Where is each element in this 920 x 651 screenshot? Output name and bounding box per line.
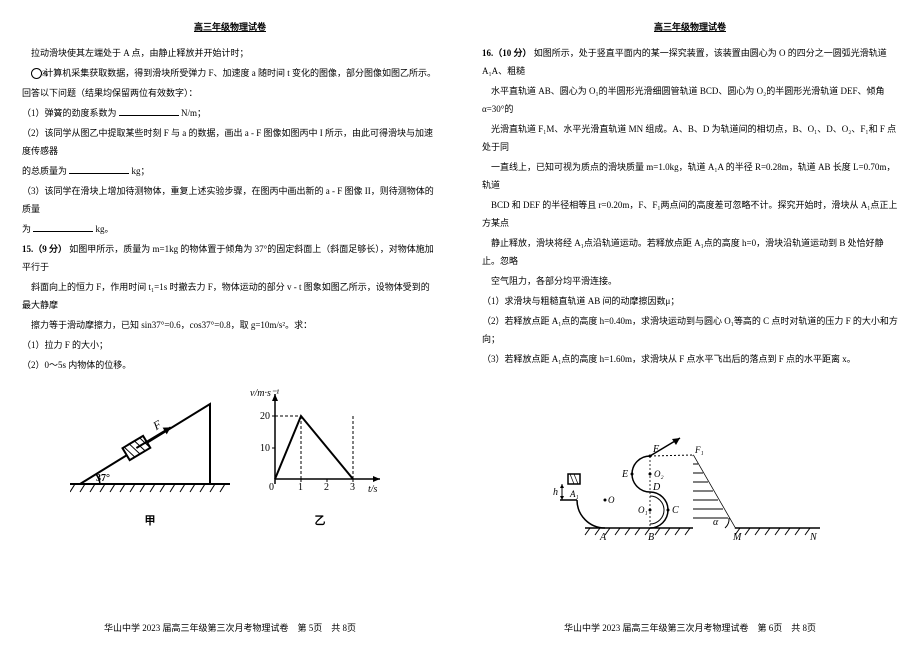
footer-right: 华山中学 2023 届高三年级第三次月考物理试卷 第 6页 共 8页 [460,619,920,637]
svg-text:20: 20 [260,411,270,422]
figure-yi-chart: v/m·s⁻¹ t/s 20 10 0 1 2 3 [250,384,390,504]
q3-cont: 为 kg。 [22,220,438,238]
svg-text:2: 2 [324,482,329,493]
p16-line5: BCD 和 DEF 的半径相等且 r=0.20m，F、F₁两点间的高度差可忽略不… [482,196,898,232]
p16-q1: （1）求滑块与粗糙直轨道 AB 间的动摩擦因数μ； [482,292,898,310]
caption-yi: 乙 [250,510,390,532]
p16-line1: 16.（10 分） 如图所示，处于竖直平面内的某一探究装置，该装置由圆心为 O … [482,44,898,80]
p16-q2: （2）若释放点距 A₁点的高度 h=0.40m，求滑块运动到与圆心 O₁等高的 … [482,312,898,348]
svg-text:37°: 37° [96,473,110,484]
svg-text:0: 0 [269,482,274,493]
p16-line6: 静止释放，滑块将经 A₁点沿轨道运动。若释放点距 A₁点的高度 h=0，滑块沿轨… [482,234,898,270]
page-header-right: 高三年级物理试卷 [482,18,898,36]
p15-q2: （2）0～5s 内物体的位移。 [22,356,438,374]
ylabel: v/m·s⁻¹ [250,388,279,399]
svg-text:A₁: A₁ [569,489,579,499]
svg-text:t/s: t/s [368,484,378,495]
svg-text:N: N [809,532,818,543]
intro-line-1: 拉动滑块使其左端处于 A 点，由静止释放并开始计时； [22,44,438,62]
svg-text:O: O [608,495,615,505]
svg-text:10: 10 [260,443,270,454]
p15-cont2: 擦力等于滑动摩擦力，已知 sin37°=0.6，cos37°=0.8，取 g=1… [22,316,438,334]
svg-text:M: M [732,532,742,543]
svg-text:O₂: O₂ [654,469,664,479]
svg-text:h: h [553,487,558,498]
p16-line7: 空气阻力，各部分均平滑连接。 [482,272,898,290]
svg-text:C: C [672,505,679,516]
q2: （2）该同学从图乙中提取某些时刻 F 与 a 的数据，画出 a - F 图像如图… [22,124,438,160]
p16-q3: （3）若释放点距 A₁点的高度 h=1.60m，求滑块从 F 点水平飞出后的落点… [482,350,898,368]
q2-cont: 的总质量为 kg； [22,162,438,180]
q1: （1）弹簧的劲度系数为 N/m； [22,104,438,122]
caption-jia: 甲 [70,510,230,532]
page-left: 高三年级物理试卷 拉动滑块使其左端处于 A 点，由静止释放并开始计时； ④ 计算… [0,0,460,651]
svg-text:O₁: O₁ [638,505,648,515]
step-4-number: ④ [31,68,42,79]
svg-text:α: α [713,517,719,528]
p15-cont: 斜面向上的恒力 F，作用时间 t₁=1s 时撤去力 F，物体运动的部分 v - … [22,278,438,314]
p15: 15.（9 分） 如图甲所示，质量为 m=1kg 的物体置于倾角为 37°的固定… [22,240,438,276]
answer-prompt: 回答以下问题（结果均保留两位有效数字）： [22,84,438,102]
blank-q1 [119,106,179,116]
p16-line2: 水平直轨道 AB、圆心为 O₁的半圆形光滑细圆管轨道 BCD、圆心为 O₂的半圆… [482,82,898,118]
intro-2-text: 计算机采集获取数据，得到滑块所受弹力 F、加速度 a 随时间 t 变化的图像，部… [44,68,436,78]
svg-text:A: A [599,532,607,543]
figure-jia-container: F 37° 甲 [70,384,230,532]
blank-q2 [69,164,129,174]
svg-text:F₁: F₁ [694,445,704,455]
svg-text:E: E [621,469,628,480]
svg-text:B: B [648,532,654,543]
svg-text:3: 3 [350,482,355,493]
page-right: 高三年级物理试卷 16.（10 分） 如图所示，处于竖直平面内的某一探究装置，该… [460,0,920,651]
footer-left: 华山中学 2023 届高三年级第三次月考物理试卷 第 5页 共 8页 [0,619,460,637]
figure-track-diagram: M N α A B O A₁ [550,378,830,548]
svg-text:F: F [150,417,165,434]
intro-line-2: ④ 计算机采集获取数据，得到滑块所受弹力 F、加速度 a 随时间 t 变化的图像… [22,64,438,82]
figure-row: F 37° 甲 v/m·s⁻¹ t/s 20 10 [22,384,438,532]
svg-text:1: 1 [298,482,303,493]
q3: （3）该同学在滑块上增加待测物体，重复上述实验步骤，在图丙中画出新的 a - F… [22,182,438,218]
blank-q3 [33,222,93,232]
page-header: 高三年级物理试卷 [22,18,438,36]
figure-yi-container: v/m·s⁻¹ t/s 20 10 0 1 2 3 [250,384,390,532]
p16-line4: 一直线上，已知可视为质点的滑块质量 m=1.0kg，轨道 A₁A 的半径 R=0… [482,158,898,194]
p15-q1: （1）拉力 F 的大小； [22,336,438,354]
p16-line3: 光滑直轨道 F₁M、水平光滑直轨道 MN 组成。A、B、D 为轨道间的相切点，B… [482,120,898,156]
svg-text:D: D [652,482,661,493]
figure-jia: F 37° [70,384,230,504]
